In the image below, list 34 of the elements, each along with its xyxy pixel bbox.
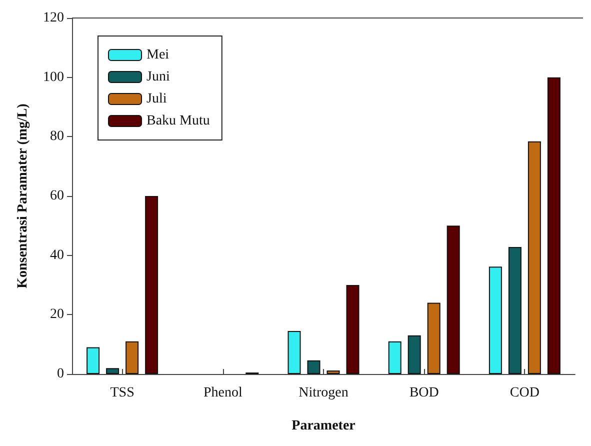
legend-label: Baku Mutu (146, 114, 210, 128)
x-axis-title: Parameter (292, 418, 356, 434)
bar (106, 368, 120, 374)
bar (346, 285, 360, 374)
y-tick-label: 80 (50, 129, 64, 144)
bar (326, 370, 340, 374)
x-tick-label: Phenol (203, 386, 242, 400)
y-tick-label: 120 (43, 10, 64, 26)
y-tick-label: 40 (50, 248, 64, 263)
bar (408, 335, 421, 374)
bar (446, 226, 460, 374)
bar (388, 341, 402, 374)
bar (528, 141, 541, 374)
y-tick-label: 100 (43, 70, 64, 85)
x-tick-label: COD (510, 386, 540, 400)
bar (488, 266, 502, 374)
bar (547, 77, 560, 374)
x-tick-label: TSS (110, 386, 134, 400)
y-tick-label: 60 (50, 188, 64, 204)
y-tick-label: 20 (50, 307, 64, 322)
bar (307, 360, 320, 374)
bar (86, 347, 100, 374)
x-tick-label: BOD (409, 386, 439, 400)
bar (508, 247, 522, 374)
bar (126, 341, 139, 374)
y-axis-title: Konsentrasi Paramater (mg/L) (16, 103, 30, 288)
legend-label: Juli (146, 92, 167, 106)
bar (427, 302, 440, 374)
bar (288, 330, 301, 374)
y-tick-label: 0 (57, 366, 64, 382)
legend-label: Mei (146, 48, 170, 62)
x-tick-label: Nitrogen (298, 386, 348, 400)
legend-label: Juni (146, 70, 170, 84)
bar (145, 196, 158, 374)
